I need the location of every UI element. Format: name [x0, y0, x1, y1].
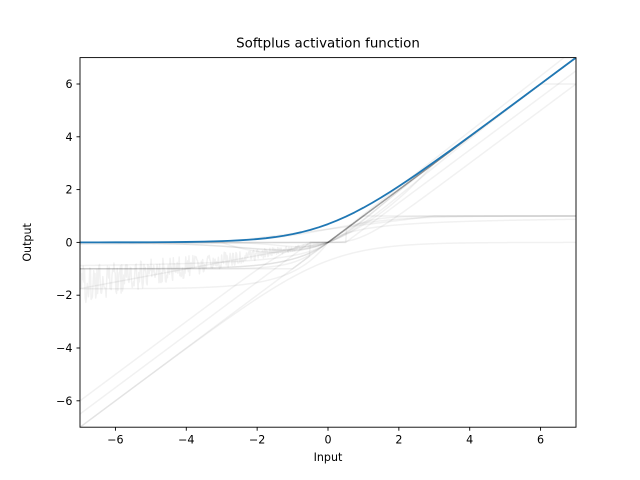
series-softplus-highlight: [80, 57, 576, 244]
y-tick-label: 4: [65, 131, 72, 144]
series-silu: [80, 57, 576, 251]
x-tick-label: 4: [466, 434, 473, 447]
y-axis-label: Output: [21, 222, 34, 261]
x-tick-label: −6: [107, 434, 123, 447]
series-softsign: [80, 218, 576, 267]
series-softshrink: [80, 70, 576, 415]
y-tick-label: −2: [56, 289, 72, 302]
series-logsigmoid: [80, 241, 576, 428]
tick-layer: −6 −4 −2 0 2 4 6 −6 −4 −2 0 2 4 6: [56, 78, 544, 447]
x-tick-label: 2: [395, 434, 402, 447]
y-tick-label: 2: [65, 184, 72, 197]
chart-title: Softplus activation function: [236, 37, 420, 52]
y-tick-label: −6: [56, 395, 72, 408]
y-tick-label: 0: [65, 236, 72, 249]
series-tanhshrink: [80, 83, 576, 402]
x-tick-label: −2: [249, 434, 265, 447]
series-tanh: [80, 215, 576, 270]
series-layer: [80, 57, 576, 428]
y-tick-label: 6: [65, 78, 72, 91]
x-tick-label: 0: [324, 434, 331, 447]
x-axis-label: Input: [314, 451, 343, 464]
x-tick-label: 6: [537, 434, 544, 447]
series-selu: [80, 57, 566, 290]
y-tick-label: −4: [56, 342, 72, 355]
x-tick-label: −4: [178, 434, 194, 447]
series-hardtanh: [80, 215, 576, 270]
